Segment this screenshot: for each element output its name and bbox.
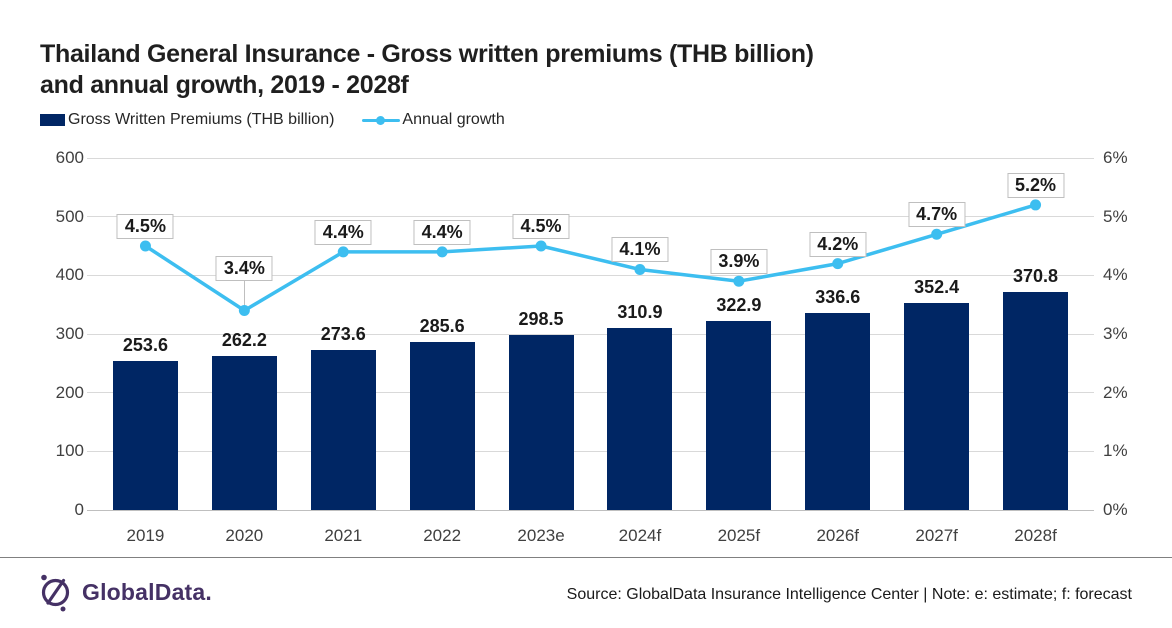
growth-value-label: 4.2% [809, 231, 867, 257]
growth-marker [238, 305, 250, 317]
y-axis-left: 600 500 400 300 200 100 0 [20, 148, 84, 519]
growth-line-swatch [362, 115, 401, 125]
growth-marker [931, 228, 943, 240]
premium-bar [409, 342, 475, 510]
premium-bar [211, 356, 277, 510]
growth-marker [1030, 199, 1042, 211]
bar-value-label: 370.8 [1013, 266, 1059, 287]
x-axis-label: 2019 [126, 526, 165, 545]
growth-value-label: 3.4% [215, 255, 273, 281]
label-leader-line [244, 276, 246, 311]
y-left-tick-label: 200 [55, 382, 84, 402]
legend-label-growth: Annual growth [402, 111, 505, 128]
premium-bar [904, 303, 970, 510]
gridline [87, 216, 1094, 218]
growth-marker-dot [376, 115, 386, 125]
y-left-tick-label: 600 [55, 148, 84, 167]
gridline [87, 157, 1094, 159]
globaldata-logo-icon [41, 574, 70, 612]
growth-value-label: 4.4% [413, 219, 471, 245]
y-left-tick-label: 0 [74, 500, 84, 519]
growth-value-label: 4.5% [512, 214, 570, 239]
gridline [87, 392, 1094, 394]
bar-value-label: 298.5 [518, 308, 564, 329]
premium-bar [805, 312, 871, 510]
y-left-tick-label: 100 [55, 441, 84, 461]
x-axis-label: 2028f [1014, 526, 1057, 545]
globaldata-logo-text: GlobalData. [82, 578, 213, 605]
growth-value-label: 4.7% [908, 202, 966, 228]
growth-value-label: 4.1% [611, 237, 669, 263]
y-right-tick-label: 5% [1103, 206, 1128, 226]
bar-value-label: 285.6 [419, 316, 465, 337]
growth-line [139, 199, 1042, 317]
bar-value-label: 273.6 [320, 323, 366, 344]
gridline [87, 274, 1094, 276]
growth-marker [337, 246, 349, 258]
y-right-tick-label: 2% [1103, 382, 1128, 402]
plot-area: 253.6 262.2 273.6 285.6 298.5 310.9 322.9 336.6… [87, 157, 1094, 511]
chart-title-line1: Thailand General Insurance - Gross writt… [40, 39, 814, 68]
x-axis: 2019 2020 2021 2022 2023e 2024f 2025f 2026f 2027… [96, 526, 1085, 550]
y-right-tick-label: 6% [1103, 148, 1128, 167]
x-axis-label: 2023e [517, 526, 565, 545]
premium-bar [508, 334, 574, 510]
y-axis-right: 6% 5% 4% 3% 2% 1% 0% [1103, 148, 1163, 519]
growth-marker [832, 258, 844, 270]
bar-value-label: 322.9 [716, 294, 762, 315]
chart-title: Thailand General Insurance - Gross writt… [40, 39, 1040, 101]
y-left-tick-label: 300 [55, 324, 84, 343]
y-right-tick-label: 1% [1103, 441, 1128, 461]
y-left-tick-label: 400 [55, 265, 84, 285]
y-left-tick-label: 500 [55, 206, 84, 226]
source-note: Source: GlobalData Insurance Intelligenc… [566, 586, 1132, 603]
bar-value-label: 310.9 [617, 301, 663, 322]
x-axis-line [87, 509, 1094, 511]
growth-value-label: 4.4% [314, 219, 372, 245]
bar-value-label: 262.2 [221, 330, 267, 351]
globaldata-logo: GlobalData. [38, 571, 212, 613]
growth-marker [535, 240, 547, 252]
y-right-tick-label: 3% [1103, 324, 1128, 343]
premium-bar [706, 320, 772, 510]
premium-bar [112, 361, 178, 510]
x-axis-label: 2027f [915, 526, 958, 545]
bar-value-label: 352.4 [914, 277, 960, 298]
y-right-tick-label: 4% [1103, 265, 1128, 285]
growth-value-label: 3.9% [710, 249, 768, 275]
growth-marker [733, 275, 745, 287]
legend-item-premiums: Gross Written Premiums (THB billion) [40, 111, 334, 129]
premiums-bar-swatch [40, 114, 65, 126]
legend-item-growth: Annual growth [362, 111, 505, 129]
bar-value-label: 253.6 [122, 335, 168, 356]
x-axis-label: 2026f [816, 526, 860, 545]
x-axis-label: 2022 [423, 526, 462, 545]
x-axis-label: 2020 [225, 526, 264, 545]
premium-bar [310, 349, 376, 510]
footer-divider [0, 557, 1172, 558]
gridline [87, 333, 1094, 335]
gridline [87, 450, 1094, 452]
growth-value-label: 5.2% [1007, 172, 1065, 198]
y-right-tick-label: 0% [1103, 500, 1128, 519]
growth-marker [139, 240, 151, 252]
chart-title-line2: and annual growth, 2019 - 2028f [40, 70, 409, 99]
premium-bar [607, 327, 673, 510]
growth-marker [436, 246, 448, 258]
growth-value-label: 4.5% [116, 214, 174, 239]
growth-marker [634, 263, 646, 275]
x-axis-label: 2024f [618, 526, 662, 545]
premium-bar [1003, 292, 1069, 510]
x-axis-label: 2025f [717, 526, 761, 545]
legend: Gross Written Premiums (THB billion) Ann… [40, 111, 505, 129]
bar-value-label: 336.6 [815, 286, 861, 307]
x-axis-label: 2021 [324, 526, 363, 545]
legend-label-premiums: Gross Written Premiums (THB billion) [68, 111, 335, 128]
